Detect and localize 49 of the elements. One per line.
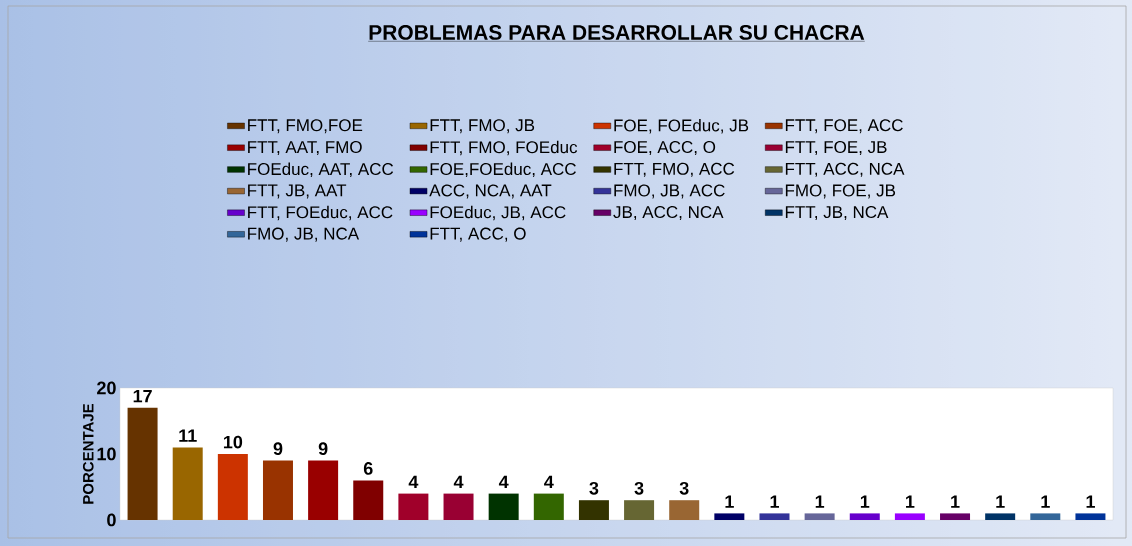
legend-label: FTT, ACC, NCA [785, 162, 905, 177]
legend-label: FTT, FOEduc, ACC [248, 205, 393, 221]
legend-label: JB, ACC, NCA [613, 206, 724, 221]
data-label: 1 [906, 495, 915, 508]
data-label: 9 [318, 442, 328, 456]
legend-label: FTT, FMO, ACC [614, 162, 735, 177]
data-label: 6 [363, 462, 373, 475]
legend-label: FOE, FOEduc, JB [614, 118, 749, 134]
legend-label: FMO, JB, ACC [614, 184, 725, 199]
data-label: 4 [498, 475, 509, 489]
data-label: 3 [589, 481, 599, 495]
y-tick-label: 20 [97, 381, 116, 395]
legend-label: FOEduc, JB, ACC [430, 205, 566, 221]
legend-label: FTT, FMO, FOEduc [430, 140, 578, 156]
legend-label: FTT, JB, NCA [785, 206, 889, 221]
data-label: 4 [453, 475, 464, 489]
data-label: 1 [725, 495, 734, 508]
data-label: 1 [815, 495, 825, 508]
legend-label: FTT, JB, AAT [248, 184, 347, 199]
data-label: 1 [1086, 495, 1095, 508]
data-label: 1 [770, 495, 779, 508]
legend-label: FTT, ACC, O [430, 227, 526, 242]
data-label: 11 [179, 429, 197, 442]
legend-label: FOEduc, AAT, ACC [248, 162, 394, 178]
data-label: 17 [133, 389, 152, 403]
y-tick-label: 10 [97, 447, 116, 461]
legend-label: FOE,FOEduc, ACC [430, 162, 576, 178]
data-label: 1 [1041, 495, 1050, 508]
data-label: 1 [996, 495, 1005, 508]
data-label: 4 [408, 475, 419, 489]
chart-title: PROBLEMAS PARA DESARROLLAR SU CHACRA [369, 25, 865, 40]
legend-label: FOE, ACC, O [614, 141, 716, 156]
data-label: 9 [273, 442, 283, 456]
legend-label: FTT, FMO,FOE [248, 119, 363, 134]
legend-label: ACC, NCA, AAT [429, 184, 552, 199]
legend-label: FTT, FMO, JB [430, 119, 535, 134]
data-label: 1 [860, 495, 870, 508]
legend-label: FTT, FOE, JB [785, 141, 887, 156]
y-axis-title: PORCENTAJE [82, 403, 94, 504]
data-label: 10 [223, 435, 243, 449]
legend-label: FTT, AAT, FMO [248, 141, 362, 156]
data-label: 4 [544, 475, 554, 489]
legend-label: FTT, FOE, ACC [785, 119, 903, 134]
data-label: 1 [951, 495, 960, 508]
y-tick-label: 0 [107, 513, 116, 527]
data-label: 3 [634, 481, 644, 495]
legend-label: FMO, FOE, JB [785, 184, 896, 199]
legend-label: FMO, JB, NCA [248, 227, 360, 242]
data-label: 3 [679, 481, 689, 495]
